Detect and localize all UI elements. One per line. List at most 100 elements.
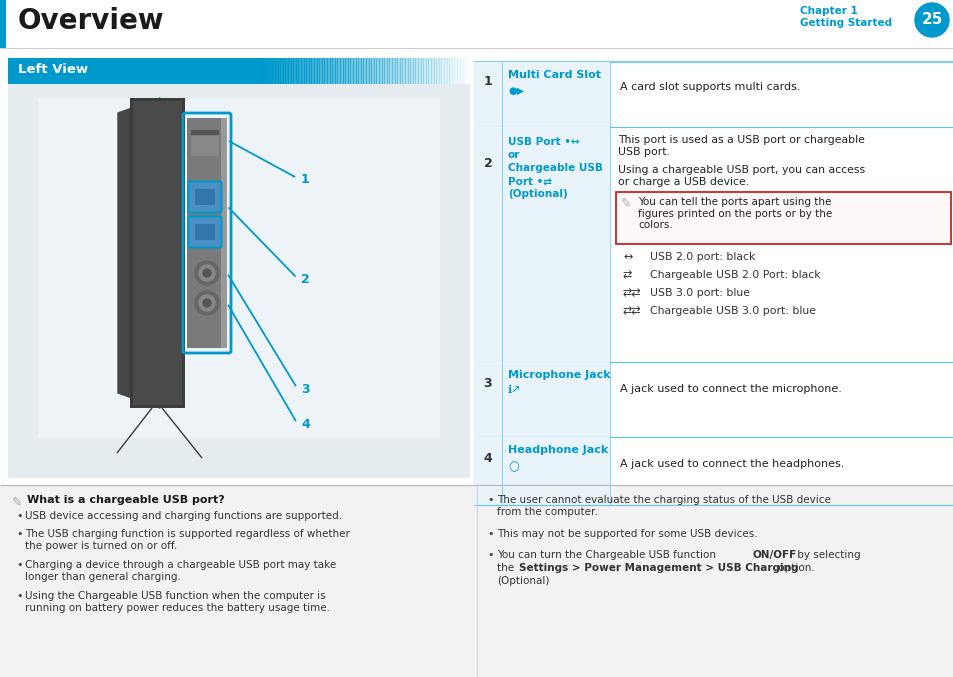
- Bar: [360, 58, 364, 84]
- Bar: [335, 58, 338, 84]
- Text: Getting Started: Getting Started: [800, 18, 891, 28]
- Bar: [464, 58, 468, 84]
- Text: •: •: [16, 591, 23, 601]
- Text: ON/OFF: ON/OFF: [752, 550, 797, 560]
- Text: 2: 2: [483, 157, 492, 170]
- Circle shape: [203, 299, 211, 307]
- Text: •: •: [16, 560, 23, 570]
- Bar: [434, 58, 436, 84]
- Circle shape: [194, 261, 219, 285]
- Bar: [332, 58, 335, 84]
- Bar: [270, 58, 274, 84]
- Bar: [8, 58, 262, 84]
- Bar: [316, 58, 320, 84]
- Circle shape: [914, 3, 948, 37]
- Bar: [474, 62, 609, 127]
- Bar: [291, 58, 294, 84]
- Text: Overview: Overview: [18, 7, 164, 35]
- Bar: [280, 58, 284, 84]
- Text: A jack used to connect the microphone.: A jack used to connect the microphone.: [619, 384, 841, 394]
- Text: Chargeable USB: Chargeable USB: [507, 163, 602, 173]
- Bar: [405, 58, 408, 84]
- Polygon shape: [118, 98, 160, 408]
- Bar: [456, 58, 460, 84]
- Bar: [8, 84, 470, 478]
- Bar: [262, 58, 266, 84]
- Bar: [38, 98, 439, 438]
- Text: Port •⇄: Port •⇄: [507, 176, 552, 186]
- Bar: [443, 58, 447, 84]
- Text: The USB charging function is supported regardless of whether
the power is turned: The USB charging function is supported r…: [25, 529, 350, 550]
- Bar: [353, 58, 356, 84]
- Text: ↔: ↔: [622, 252, 632, 262]
- Text: Chargeable USB 3.0 port: blue: Chargeable USB 3.0 port: blue: [649, 306, 815, 316]
- Bar: [374, 58, 377, 84]
- Text: 1: 1: [483, 75, 492, 88]
- Text: Chargeable USB 2.0 Port: black: Chargeable USB 2.0 Port: black: [649, 270, 820, 280]
- Text: •: •: [16, 511, 23, 521]
- Text: ⇄: ⇄: [622, 270, 632, 280]
- Text: or: or: [507, 150, 519, 160]
- Bar: [187, 118, 227, 348]
- Text: Using the Chargeable USB function when the computer is
running on battery power : Using the Chargeable USB function when t…: [25, 591, 330, 613]
- Bar: [376, 58, 379, 84]
- Bar: [194, 189, 214, 205]
- Text: ⇄⇄: ⇄⇄: [622, 306, 641, 316]
- Text: Charging a device through a chargeable USB port may take
longer than general cha: Charging a device through a chargeable U…: [25, 560, 335, 582]
- Text: (Optional): (Optional): [497, 576, 549, 586]
- Bar: [288, 58, 292, 84]
- Bar: [449, 58, 453, 84]
- Text: 3: 3: [301, 383, 310, 396]
- Bar: [363, 58, 367, 84]
- Text: You can tell the ports apart using the
figures printed on the ports or by the
co: You can tell the ports apart using the f…: [638, 197, 831, 230]
- Polygon shape: [117, 408, 152, 453]
- Text: ✎: ✎: [620, 197, 631, 210]
- Text: ℹ↗: ℹ↗: [507, 385, 521, 395]
- Bar: [402, 58, 406, 84]
- Bar: [395, 58, 397, 84]
- Bar: [327, 58, 331, 84]
- Bar: [410, 58, 414, 84]
- Text: The user cannot evaluate the charging status of the USB device
from the computer: The user cannot evaluate the charging st…: [497, 495, 830, 517]
- Bar: [339, 58, 343, 84]
- Bar: [264, 58, 268, 84]
- Bar: [306, 58, 310, 84]
- Text: USB Port •↔: USB Port •↔: [507, 137, 579, 147]
- Bar: [0, 485, 953, 677]
- Text: USB 3.0 port: blue: USB 3.0 port: blue: [649, 288, 749, 298]
- Bar: [396, 58, 400, 84]
- Bar: [378, 58, 382, 84]
- FancyBboxPatch shape: [189, 217, 221, 248]
- Text: 25: 25: [921, 12, 942, 28]
- Bar: [474, 362, 609, 437]
- Bar: [314, 58, 317, 84]
- Text: Headphone Jack: Headphone Jack: [507, 445, 608, 455]
- Bar: [324, 58, 328, 84]
- Text: 2: 2: [301, 273, 310, 286]
- Bar: [386, 58, 390, 84]
- Text: by selecting: by selecting: [793, 550, 860, 560]
- Bar: [309, 58, 313, 84]
- Text: option.: option.: [774, 563, 814, 573]
- Text: 3: 3: [483, 377, 492, 390]
- Bar: [454, 58, 457, 84]
- Text: Settings > Power Management > USB Charging: Settings > Power Management > USB Chargi…: [518, 563, 798, 573]
- Bar: [467, 58, 471, 84]
- Bar: [221, 118, 227, 348]
- Bar: [399, 58, 403, 84]
- Bar: [452, 58, 455, 84]
- Bar: [371, 58, 375, 84]
- Text: •: •: [486, 495, 493, 505]
- Text: Left View: Left View: [18, 63, 88, 76]
- Bar: [392, 58, 395, 84]
- Bar: [389, 58, 393, 84]
- Bar: [0, 0, 6, 48]
- Bar: [616, 192, 950, 244]
- Bar: [319, 58, 322, 84]
- Text: (Optional): (Optional): [507, 189, 567, 199]
- Bar: [132, 101, 182, 405]
- Polygon shape: [162, 408, 202, 458]
- Text: ○: ○: [507, 460, 518, 473]
- Bar: [474, 127, 609, 362]
- Bar: [321, 58, 325, 84]
